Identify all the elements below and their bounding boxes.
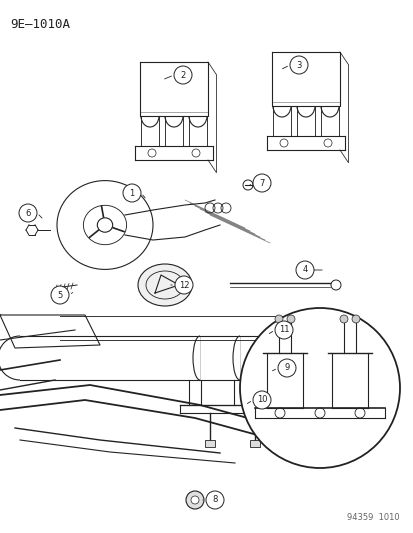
Bar xyxy=(249,440,259,447)
Circle shape xyxy=(289,56,307,74)
Circle shape xyxy=(240,308,399,468)
Text: 4: 4 xyxy=(301,265,307,274)
Text: 2: 2 xyxy=(180,70,185,79)
Circle shape xyxy=(295,261,313,279)
Text: 3: 3 xyxy=(296,61,301,69)
Circle shape xyxy=(252,174,271,192)
Text: 12: 12 xyxy=(178,280,189,289)
Text: 9E–1010A: 9E–1010A xyxy=(10,18,70,31)
Text: 7: 7 xyxy=(259,179,264,188)
Text: 1: 1 xyxy=(129,189,134,198)
Circle shape xyxy=(206,491,223,509)
Circle shape xyxy=(173,66,192,84)
Text: 8: 8 xyxy=(212,496,217,505)
Bar xyxy=(204,440,214,447)
Circle shape xyxy=(185,491,204,509)
Circle shape xyxy=(286,315,294,323)
Circle shape xyxy=(274,315,282,323)
Text: 94359  1010: 94359 1010 xyxy=(347,513,399,522)
Circle shape xyxy=(277,359,295,377)
Circle shape xyxy=(123,184,141,202)
Text: 6: 6 xyxy=(25,208,31,217)
Circle shape xyxy=(175,276,192,294)
Text: 11: 11 xyxy=(278,326,289,335)
Text: 5: 5 xyxy=(57,290,62,300)
Circle shape xyxy=(274,321,292,339)
Circle shape xyxy=(51,286,69,304)
Circle shape xyxy=(339,315,347,323)
Circle shape xyxy=(252,391,271,409)
Text: 10: 10 xyxy=(256,395,267,405)
Circle shape xyxy=(19,204,37,222)
Circle shape xyxy=(190,496,199,504)
Circle shape xyxy=(351,315,359,323)
Ellipse shape xyxy=(138,264,192,306)
Text: 9: 9 xyxy=(284,364,289,373)
